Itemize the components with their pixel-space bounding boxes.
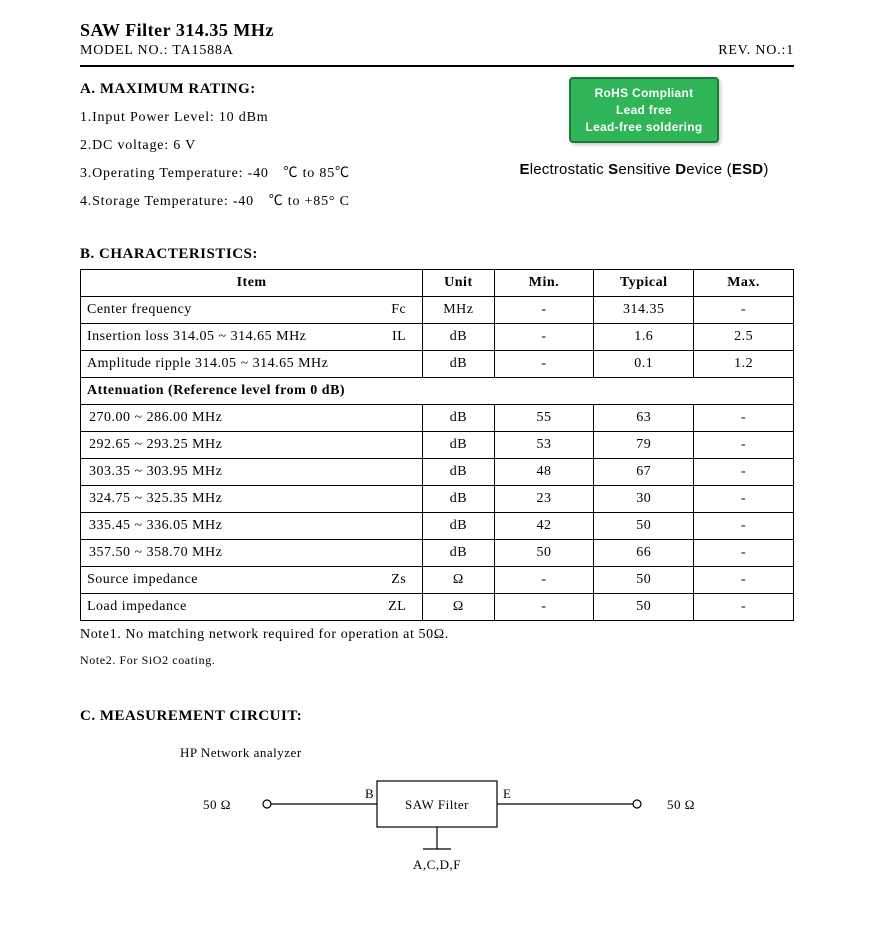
measurement-circuit: HP Network analyzer 50 ΩBSAW FilterE50 Ω… xyxy=(80,745,794,899)
attenuation-header-row: Attenuation (Reference level from 0 dB) xyxy=(81,378,794,405)
rohs-line2: Lead free xyxy=(616,103,672,117)
table-row: 303.35 ~ 303.95 MHzdB4867- xyxy=(81,459,794,486)
col-max: Max. xyxy=(694,270,794,297)
note1: Note1. No matching network required for … xyxy=(80,627,794,643)
rev-no: REV. NO.:1 xyxy=(718,43,794,59)
svg-text:B: B xyxy=(365,786,374,801)
col-unit: Unit xyxy=(423,270,494,297)
svg-text:SAW Filter: SAW Filter xyxy=(405,797,469,812)
esd-label: Electrostatic Sensitive Device (ESD) xyxy=(494,161,794,178)
circuit-diagram: 50 Ω B SAW Filter E 50 Ω A,C,D,F xyxy=(177,769,697,899)
rohs-line1: RoHS Compliant xyxy=(595,86,694,100)
svg-text:E: E xyxy=(503,786,511,801)
col-typ: Typical xyxy=(594,270,694,297)
table-row: Center frequencyFcMHz-314.35- xyxy=(81,297,794,324)
doc-title: SAW Filter 314.35 MHz xyxy=(80,20,794,41)
table-row: 270.00 ~ 286.00 MHzdB5563- xyxy=(81,405,794,432)
col-min: Min. xyxy=(494,270,594,297)
table-row: Source impedanceZsΩ-50- xyxy=(81,567,794,594)
right-info-block: RoHS Compliant Lead free Lead-free solde… xyxy=(494,77,794,178)
table-row: 357.50 ~ 358.70 MHzdB5066- xyxy=(81,540,794,567)
note2: Note2. For SiO2 coating. xyxy=(80,653,794,668)
characteristics-table: Item Unit Min. Typical Max. Center frequ… xyxy=(80,269,794,621)
doc-header: SAW Filter 314.35 MHz MODEL NO.: TA1588A… xyxy=(80,20,794,67)
analyzer-label: HP Network analyzer xyxy=(180,745,794,761)
svg-text:50 Ω: 50 Ω xyxy=(667,797,695,812)
section-b-title: B. CHARACTERISTICS: xyxy=(80,246,794,263)
header-rule xyxy=(80,65,794,67)
table-row: Amplitude ripple 314.05 ~ 314.65 MHzdB-0… xyxy=(81,351,794,378)
table-row: 292.65 ~ 293.25 MHzdB5379- xyxy=(81,432,794,459)
svg-text:50 Ω: 50 Ω xyxy=(203,797,231,812)
table-row: 324.75 ~ 325.35 MHzdB2330- xyxy=(81,486,794,513)
model-no: MODEL NO.: TA1588A xyxy=(80,43,234,59)
rohs-badge: RoHS Compliant Lead free Lead-free solde… xyxy=(569,77,718,143)
table-header-row: Item Unit Min. Typical Max. xyxy=(81,270,794,297)
section-c-title: C. MEASUREMENT CIRCUIT: xyxy=(80,708,794,725)
col-item: Item xyxy=(81,270,423,297)
table-row: 335.45 ~ 336.05 MHzdB4250- xyxy=(81,513,794,540)
svg-text:A,C,D,F: A,C,D,F xyxy=(413,857,461,872)
table-row: Load impedanceZLΩ-50- xyxy=(81,594,794,621)
rohs-line3: Lead-free soldering xyxy=(585,120,702,134)
rating-item: 4.Storage Temperature: -40 ℃ to +85° C xyxy=(80,188,794,216)
table-row: Insertion loss 314.05 ~ 314.65 MHzILdB-1… xyxy=(81,324,794,351)
